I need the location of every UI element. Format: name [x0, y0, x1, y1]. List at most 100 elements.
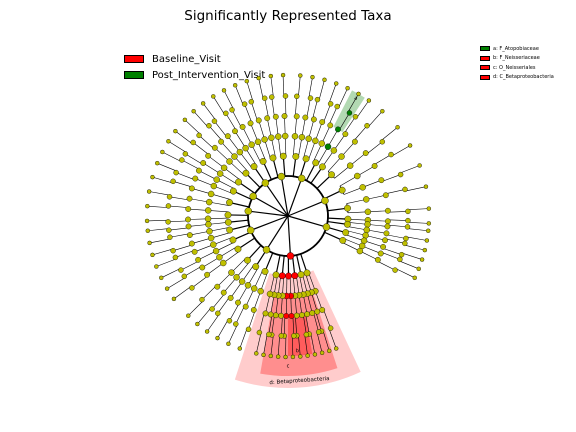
tree-edge: [197, 307, 212, 325]
tree-edge: [184, 266, 202, 277]
tree-node: [254, 351, 259, 356]
tree-node: [173, 128, 178, 134]
clade-legend-swatch-a: [480, 46, 490, 52]
tree-node: [237, 346, 242, 351]
tree-edge: [147, 219, 169, 222]
chart-title: Significantly Represented Taxa: [184, 8, 392, 24]
tree-node: [144, 218, 150, 224]
tree-node: [327, 325, 334, 331]
legend-item-post-intervention: Post_Intervention_Visit: [124, 67, 265, 83]
tree-node: [242, 144, 249, 152]
tree-node: [344, 220, 351, 228]
clade-label-c: c: [287, 364, 290, 370]
tree-edge: [312, 99, 318, 120]
tree-node: [261, 352, 266, 358]
tree-node: [392, 267, 398, 273]
tree-edge: [208, 125, 223, 141]
tree-edge: [298, 75, 301, 97]
tree-edge: [290, 295, 292, 316]
legend-label-post-intervention: Post_Intervention_Visit: [152, 69, 266, 81]
tree-node: [416, 266, 421, 272]
tree-edge: [180, 260, 199, 271]
tree-node: [248, 99, 255, 105]
tree-node: [380, 244, 387, 250]
tree-node: [207, 190, 215, 198]
tree-node: [324, 143, 332, 150]
clade-legend: a: F_Atopobiaceae b: F_Neisseriaceae c: …: [480, 44, 554, 82]
tree-edge: [366, 194, 386, 200]
tree-edge: [211, 293, 226, 310]
tree-edge: [304, 334, 308, 356]
tree-node: [407, 143, 413, 148]
clade-legend-item-a: a: F_Atopobiaceae: [480, 44, 554, 54]
tree-node: [330, 147, 338, 154]
tree-edge: [346, 199, 367, 204]
tree-edge: [169, 196, 190, 201]
tree-edge: [385, 189, 406, 195]
tree-node: [242, 169, 250, 177]
tree-edge: [298, 335, 301, 357]
tree-edge: [209, 201, 229, 206]
tree-node: [298, 354, 303, 359]
tree-edge: [323, 309, 331, 329]
tree-node: [272, 271, 280, 279]
tree-node: [216, 254, 223, 261]
tree-edge: [283, 315, 286, 336]
tree-node: [384, 223, 391, 230]
tree-edge: [271, 315, 275, 335]
tree-edge: [260, 272, 268, 292]
tree-node: [204, 271, 210, 278]
tree-edge: [169, 233, 190, 238]
tree-node: [261, 268, 269, 275]
tree-node: [374, 256, 381, 263]
tree-node: [234, 245, 242, 253]
legend-item-baseline: Baseline_Visit: [124, 51, 265, 67]
tree-edge: [367, 224, 388, 227]
tree-node: [397, 171, 404, 178]
tree-edge: [250, 123, 259, 142]
tree-edge: [223, 167, 241, 181]
tree-node: [398, 251, 405, 258]
clade-legend-item-b: b: F_Neisseriaceae: [480, 54, 554, 64]
tree-edge: [338, 112, 350, 131]
tree-edge: [282, 75, 285, 97]
tree-edge: [173, 286, 192, 300]
tree-edge: [344, 234, 365, 242]
tree-edge: [349, 152, 366, 166]
tree-edge: [298, 137, 303, 157]
tree-node: [279, 152, 287, 160]
tree-node: [252, 263, 260, 271]
tree-node: [172, 254, 179, 261]
tree-node: [145, 203, 150, 209]
tree-node: [244, 256, 251, 264]
tree-edge: [328, 328, 337, 349]
tree-node: [285, 272, 292, 280]
tree-edge: [367, 219, 388, 222]
tree-node: [249, 192, 257, 201]
tree-node: [346, 162, 354, 169]
tree-edge: [201, 285, 217, 300]
tree-node: [302, 155, 310, 163]
tree-edge: [264, 139, 271, 159]
tree-edge: [322, 330, 330, 351]
tree-node: [423, 184, 429, 189]
tree-edge: [250, 215, 289, 231]
tree-edge: [188, 208, 209, 211]
tree-node: [405, 217, 411, 224]
tree-edge: [339, 175, 358, 187]
tree-node: [303, 269, 311, 277]
tree-node: [426, 206, 432, 211]
tree-node: [268, 73, 274, 79]
tree-node: [205, 152, 212, 159]
tree-node: [159, 275, 164, 281]
tree-edge: [189, 230, 210, 236]
tree-edge: [252, 195, 289, 217]
tree-edge: [188, 218, 209, 220]
tree-node: [195, 256, 202, 263]
tree-edge: [387, 224, 408, 228]
tree-edge: [152, 248, 173, 256]
tree-node: [254, 138, 262, 146]
tree-edge: [343, 187, 363, 195]
tree-edge: [366, 229, 387, 234]
tree-node: [309, 310, 316, 316]
